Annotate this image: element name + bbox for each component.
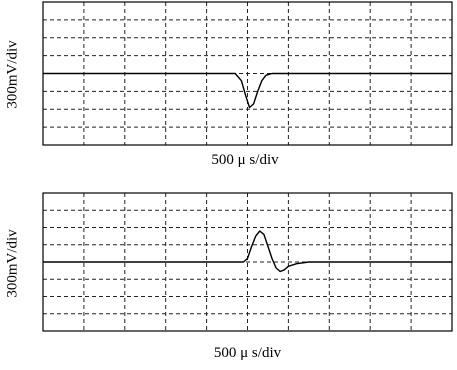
x-axis-label: 500 μ s/div bbox=[213, 345, 282, 361]
trace-line bbox=[43, 230, 452, 273]
chart-bottom bbox=[42, 192, 453, 332]
x-axis-label: 500 μ s/div bbox=[211, 152, 279, 168]
scope-panel-top: 300mV/div 500 μ s/div bbox=[0, 0, 457, 180]
trace-line bbox=[43, 72, 452, 109]
chart-top bbox=[42, 1, 453, 146]
scope-panel-bottom: 300mV/div 500 μ s/div bbox=[0, 185, 457, 370]
